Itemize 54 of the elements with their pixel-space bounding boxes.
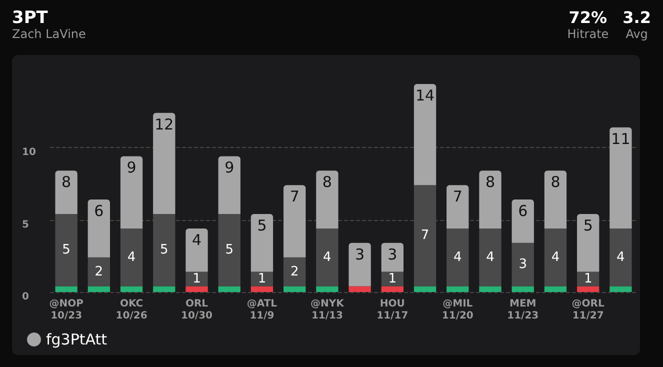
data-label: 1 <box>192 272 201 286</box>
x-tick-label: OKC 10/26 <box>116 298 148 322</box>
data-label: 7 <box>420 228 430 244</box>
total-label: 12 <box>154 115 174 134</box>
total-label: 9 <box>126 158 136 177</box>
total-label: 3 <box>388 245 398 264</box>
total-label: 11 <box>611 130 630 148</box>
x-tick-label: MEM 11/23 <box>507 298 539 322</box>
data-label: 5 <box>62 242 70 258</box>
y-tick-label: 10 <box>22 147 36 158</box>
x-tick-label: @NYK 11/13 <box>310 298 346 322</box>
data-label: 1 <box>584 272 592 286</box>
data-label: 4 <box>486 250 494 265</box>
data-label: 4 <box>323 250 332 265</box>
total-label: 8 <box>322 173 332 192</box>
data-label: 5 <box>160 242 168 258</box>
text: Hitrate <box>567 27 609 41</box>
data-label: 1 <box>388 272 397 286</box>
total-label: 8 <box>485 173 496 192</box>
total-label: 5 <box>583 216 593 234</box>
total-label: 5 <box>257 216 267 234</box>
y-tick-label: 5 <box>22 219 29 230</box>
data-label: 5 <box>225 242 234 258</box>
data-label: 4 <box>551 250 560 265</box>
x-tick-label: @ORL 11/27 <box>572 298 605 322</box>
text: 3.2 <box>622 8 651 27</box>
chart-subtitle: Zach LaVine <box>12 27 86 41</box>
legend-label: fg3PtAtt <box>46 330 108 348</box>
total-label: 6 <box>94 202 104 220</box>
total-label: 8 <box>550 173 560 192</box>
y-tick-label: 0 <box>22 292 29 302</box>
data-label: 4 <box>616 250 625 265</box>
chart-title: 3PT <box>12 8 48 28</box>
x-tick-label: @MIL 11/20 <box>442 298 474 322</box>
total-label: 4 <box>192 230 202 249</box>
data-label: 4 <box>127 250 136 265</box>
total-label: 7 <box>290 188 300 206</box>
x-tick-label: @NOP 10/23 <box>49 298 84 322</box>
total-label: 14 <box>415 86 435 104</box>
data-label: 4 <box>454 250 462 265</box>
data-label: 2 <box>290 264 299 280</box>
total-label: 6 <box>518 202 528 220</box>
text: 72% <box>568 8 608 27</box>
total-label: 3 <box>355 245 365 264</box>
x-tick-label: @ATL 11/9 <box>246 298 278 322</box>
text: Avg <box>626 27 648 41</box>
total-label: 8 <box>62 173 72 192</box>
x-tick-label: ORL 10/30 <box>181 298 213 322</box>
x-tick-label: HOU 11/17 <box>376 298 408 322</box>
total-label: 9 <box>224 158 234 177</box>
total-label: 7 <box>452 188 462 206</box>
data-label: 3 <box>518 257 527 272</box>
data-label: 2 <box>94 264 104 280</box>
data-label: 1 <box>258 272 266 286</box>
